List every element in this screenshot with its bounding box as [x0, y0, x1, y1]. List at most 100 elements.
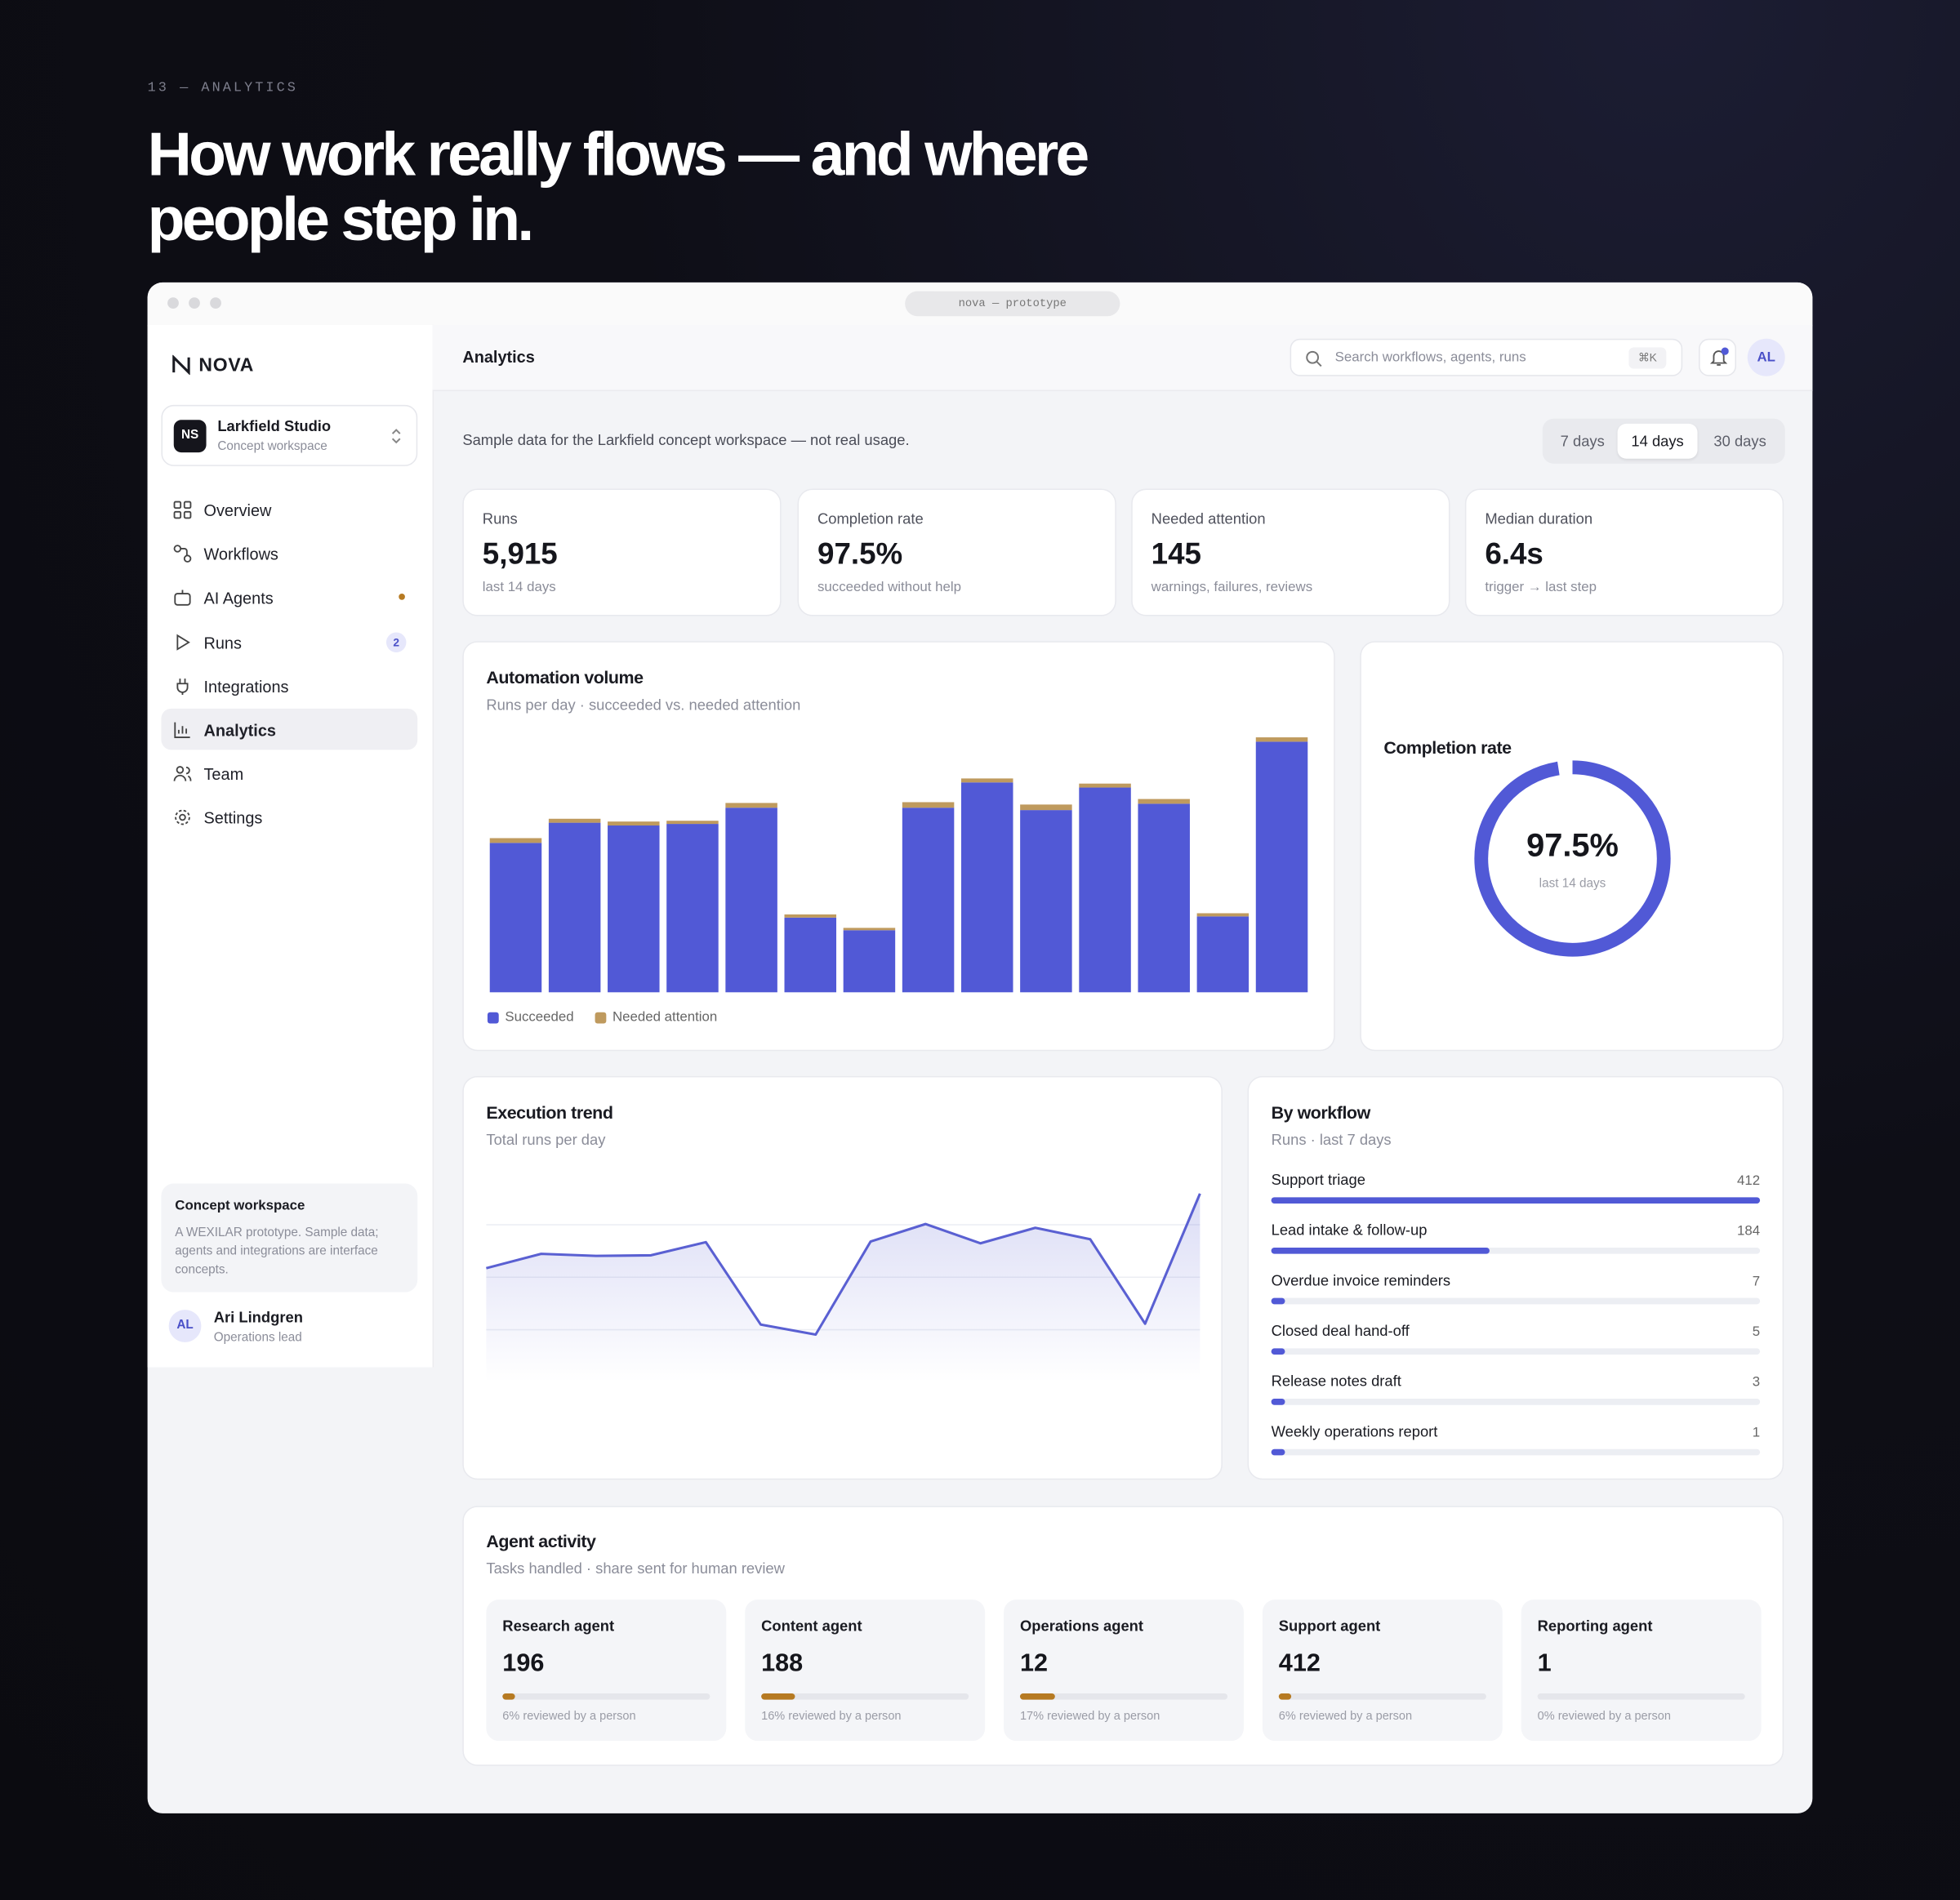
workspace-sub: Concept workspace	[217, 439, 327, 454]
agent-tasks: 12	[1019, 1649, 1049, 1678]
nav-icon	[174, 722, 190, 738]
kpi-card: Needed attention 145 warnings, failures, r…	[1131, 488, 1450, 616]
kpi-value: 5,915	[482, 537, 558, 572]
nav-badge: 2	[385, 631, 407, 652]
kpi-value: 145	[1151, 537, 1201, 572]
agent-tasks: 1	[1537, 1649, 1552, 1678]
nav-label: Runs	[203, 633, 242, 652]
review-label: 6% reviewed by a person	[1278, 1709, 1413, 1724]
review-label: 6% reviewed by a person	[502, 1709, 636, 1724]
logo-mark	[172, 354, 190, 376]
review-bar	[502, 1693, 515, 1700]
search-placeholder: Search workflows, agents, runs	[1334, 349, 1526, 365]
card-subtitle: Runs · last 7 days	[1271, 1131, 1392, 1149]
card-subtitle: Tasks handled · share sent for human rev…	[486, 1560, 785, 1577]
shortcut: ⌘K	[1628, 347, 1667, 369]
search-icon	[1306, 350, 1322, 367]
search-box[interactable]: Search workflows, agents, runs ⌘K	[1290, 338, 1683, 376]
window-dot	[189, 297, 200, 309]
nav-item[interactable]: Integrations	[161, 665, 417, 706]
nav-label: AI Agents	[203, 589, 274, 608]
review-bar	[1019, 1693, 1056, 1700]
agent-name: Reporting agent	[1537, 1617, 1653, 1635]
nav-icon	[176, 678, 189, 695]
nav-item[interactable]: AI Agents	[161, 576, 417, 618]
nav-item[interactable]: Analytics	[161, 708, 418, 750]
nav-item[interactable]: Settings	[161, 797, 417, 839]
window-dot	[167, 297, 179, 309]
chevron	[391, 429, 401, 444]
nav-label: Analytics	[203, 721, 276, 741]
review-track	[1537, 1693, 1745, 1700]
note-title: Concept workspace	[175, 1198, 305, 1214]
workspace-switcher[interactable]: NS Larkfield Studio Concept workspace	[161, 404, 418, 466]
card-subtitle: Total runs per day	[486, 1131, 606, 1149]
account-avatar[interactable]: AL	[1747, 338, 1785, 376]
agent-tasks: 412	[1278, 1649, 1321, 1678]
url-pill: nova — prototype	[905, 291, 1120, 317]
range-option[interactable]: 30 days	[1713, 432, 1766, 451]
note-text: A WEXILAR prototype. Sample data; agents…	[175, 1226, 379, 1278]
nav-item[interactable]: Overview	[161, 488, 417, 530]
card-title: By workflow	[1271, 1101, 1371, 1123]
review-track	[761, 1693, 969, 1700]
window-dot	[210, 297, 221, 309]
user-name: Ari Lindgren	[213, 1308, 303, 1326]
kpi-label: Runs	[482, 509, 518, 527]
kpi-note: succeeded without help	[817, 580, 961, 595]
kpi-card: Median duration 6.4s trigger → last step	[1464, 488, 1784, 616]
nav-item[interactable]: Team	[161, 753, 417, 794]
workflow-card: By workflow Runs · last 7 days	[1247, 1075, 1784, 1480]
nav-item[interactable]: Runs 2	[161, 621, 417, 662]
range-option[interactable]: 7 days	[1560, 432, 1605, 451]
bell-icon	[1709, 347, 1729, 366]
review-track	[1019, 1693, 1228, 1700]
kpi-note: last 14 days	[482, 580, 556, 595]
review-track	[502, 1693, 710, 1700]
range-option[interactable]: 14 days	[1617, 423, 1698, 459]
page-title: Analytics	[462, 347, 535, 367]
nav-icon	[173, 766, 192, 782]
kpi-label: Median duration	[1485, 509, 1593, 527]
kpi-note: warnings, failures, reviews	[1151, 580, 1313, 595]
nav-item[interactable]: Workflows	[161, 532, 417, 574]
agent-tile: Support agent 412 6% reviewed by a person	[1262, 1600, 1503, 1742]
workspace-initials: NS	[173, 420, 207, 453]
kpi-card: Completion rate 97.5% succeeded without he…	[797, 488, 1116, 616]
agent-tile: Reporting agent 1 0% reviewed by a person	[1521, 1600, 1762, 1742]
logo-text: NOVA	[198, 354, 255, 376]
completion-card: Completion rate	[1360, 641, 1784, 1052]
user-role: Operations lead	[213, 1331, 302, 1345]
legend-swatch	[487, 1012, 499, 1024]
card-title: Automation volume	[486, 667, 644, 687]
nav-label: Workflows	[203, 545, 278, 564]
legend-swatch	[595, 1012, 607, 1024]
kpi-card: Runs 5,915 last 14 days	[462, 488, 782, 616]
card-title: Execution trend	[486, 1101, 613, 1123]
user-avatar[interactable]: AL	[168, 1310, 202, 1342]
notice: Sample data for the Larkfield concept wo…	[462, 431, 910, 449]
nav-icon	[176, 634, 190, 651]
range-selector: 7 days 14 days 30 days	[1542, 418, 1785, 464]
nav-label: Integrations	[203, 677, 289, 696]
nav-label: Settings	[203, 808, 263, 828]
workspace-name: Larkfield Studio	[217, 417, 332, 435]
notifications-button[interactable]	[1699, 338, 1737, 376]
eyebrow: 13 — ANALYTICS	[147, 81, 298, 96]
review-bar	[761, 1693, 795, 1700]
legend-label: Needed attention	[612, 1009, 718, 1026]
kpi-value: 6.4s	[1485, 537, 1544, 572]
nav-icon	[174, 590, 191, 607]
nav-icon	[175, 810, 190, 825]
agent-name: Support agent	[1278, 1617, 1381, 1635]
card-title: Agent activity	[486, 1530, 596, 1551]
review-label: 16% reviewed by a person	[761, 1709, 902, 1724]
legend-label: Succeeded	[505, 1009, 574, 1026]
nav-icon	[173, 501, 192, 519]
nav-indicator	[399, 594, 405, 601]
nav-label: Team	[203, 765, 244, 784]
agent-tasks: 188	[761, 1649, 804, 1678]
nav-icon	[173, 545, 192, 563]
